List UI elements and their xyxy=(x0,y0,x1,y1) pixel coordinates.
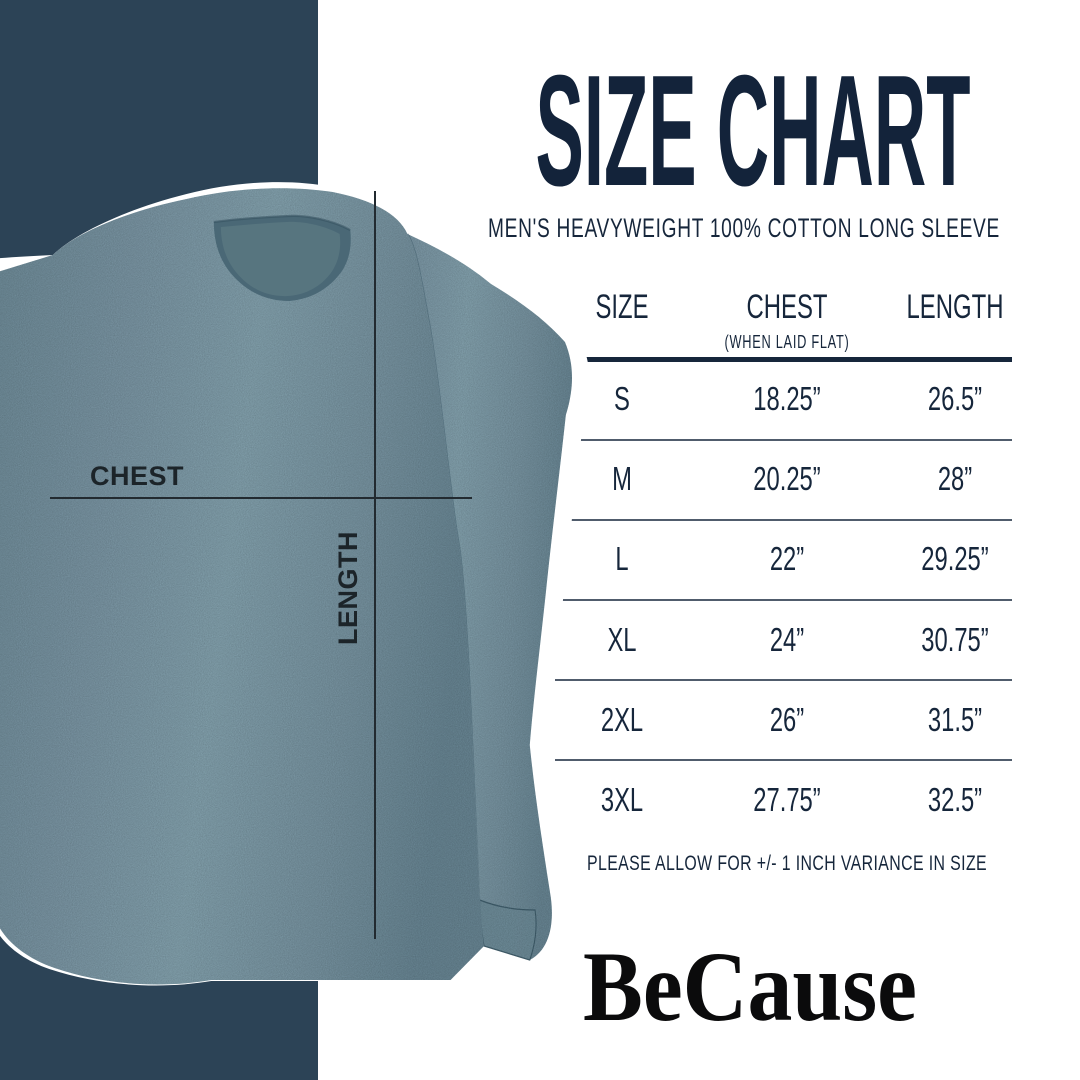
svg-text:BeCause: BeCause xyxy=(583,931,917,1042)
